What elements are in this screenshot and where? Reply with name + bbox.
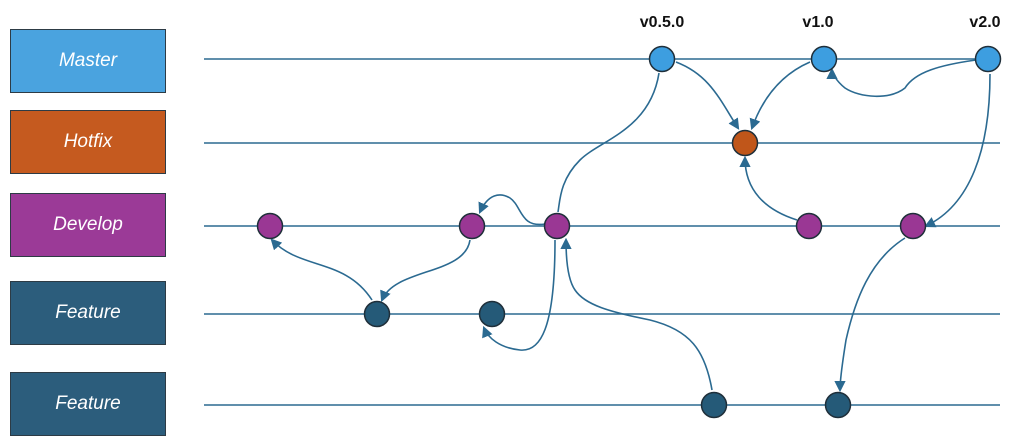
lane-label-feature-1: Feature: [10, 281, 166, 345]
commit-master-v10[interactable]: [810, 45, 838, 73]
lane-label-master: Master: [10, 29, 166, 93]
loop-arrow: [478, 194, 546, 226]
commit-develop-3[interactable]: [543, 212, 571, 240]
v2-to-develop-arrow: [923, 73, 991, 228]
commit-feature2-1[interactable]: [700, 391, 728, 419]
tag-v10: v1.0: [802, 14, 833, 31]
master-to-hotfix-arrow: [675, 61, 740, 130]
feature2-to-develop-arrow: [560, 237, 713, 391]
lane-label-hotfix: Hotfix: [10, 110, 166, 174]
tag-v20: v2.0: [969, 14, 1000, 31]
connections: [270, 59, 991, 393]
branch-arrow: [380, 239, 471, 303]
commit-feature2-2[interactable]: [824, 391, 852, 419]
commit-hotfix[interactable]: [731, 129, 759, 157]
tag-v050: v0.5.0: [640, 14, 685, 31]
v1-to-hotfix-arrow: [749, 61, 811, 131]
commit-master-v20[interactable]: [974, 45, 1002, 73]
v2-to-v1-arrow: [826, 59, 977, 98]
commit-develop-2[interactable]: [458, 212, 486, 240]
commit-feature1-1[interactable]: [363, 300, 391, 328]
develop-to-feature2-arrow: [834, 237, 906, 393]
lane-label-feature-2: Feature: [10, 372, 166, 436]
commit-nodes: [256, 45, 1002, 419]
develop-to-hotfix-arrow: [739, 155, 798, 221]
commit-develop-4[interactable]: [795, 212, 823, 240]
lane-label-develop: Develop: [10, 193, 166, 257]
commit-develop-5[interactable]: [899, 212, 927, 240]
lane-lines: [204, 58, 1000, 406]
master-to-develop: [557, 72, 660, 213]
commit-develop-1[interactable]: [256, 212, 284, 240]
commit-feature1-2[interactable]: [478, 300, 506, 328]
merge-arrow: [270, 238, 373, 301]
feature-loop-arrow: [482, 239, 556, 351]
commit-master-v050[interactable]: [648, 45, 676, 73]
